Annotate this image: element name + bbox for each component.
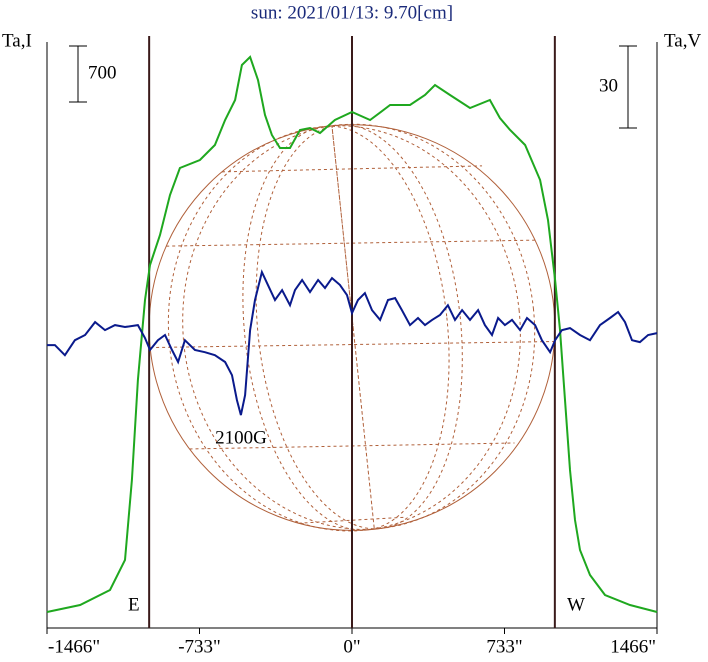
east-label: E (128, 594, 140, 615)
meridian (242, 125, 450, 531)
x-tick-label: 0" (343, 636, 360, 657)
scale-label: 30 (599, 75, 618, 96)
scale-label: 700 (88, 62, 117, 83)
parallel (150, 341, 554, 349)
parallel (221, 165, 483, 173)
series-line (47, 269, 658, 416)
chart-title: sun: 2021/01/13: 9.70[cm] (251, 2, 453, 23)
x-tick-label: -1466" (48, 636, 100, 657)
meridian (255, 124, 463, 530)
x-tick-label: 1466" (610, 636, 656, 657)
y2-axis-label: Ta,V (664, 30, 701, 51)
field-label: 2100G (215, 427, 267, 448)
meridian (332, 126, 374, 529)
parallel (166, 239, 538, 247)
west-label: W (567, 594, 585, 615)
series-line (46, 55, 658, 613)
y-axis-label: Ta,I (2, 30, 32, 51)
x-tick-label: -733" (178, 636, 221, 657)
x-tick-label: 733" (486, 636, 522, 657)
meridian (167, 125, 521, 532)
